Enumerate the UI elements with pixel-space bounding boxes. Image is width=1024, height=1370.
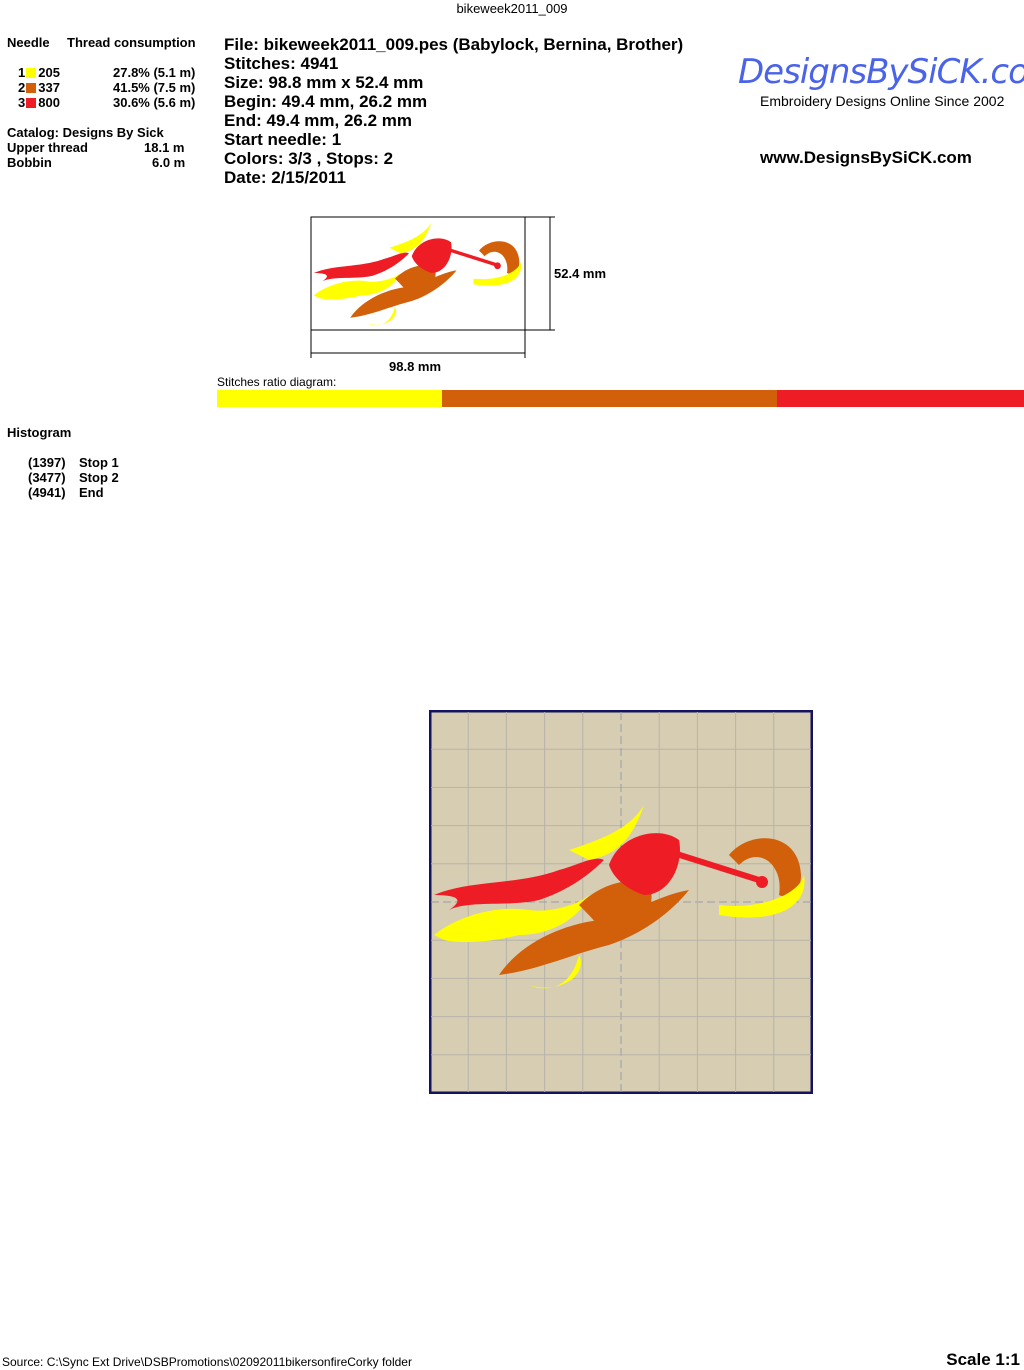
thumbnail-design [312, 220, 523, 327]
needle-row: 3 800 [18, 95, 60, 110]
website-url: www.DesignsBySiCK.com [760, 148, 972, 167]
thumbnail-frame [310, 216, 526, 331]
design-preview [429, 710, 813, 1094]
bobbin-label: Bobbin [7, 155, 52, 170]
stitches: Stitches: 4941 [224, 54, 339, 73]
design-info: File: bikeweek2011_009.pes (Babylock, Be… [224, 35, 683, 187]
thread-consumption: 41.5% (7.5 m) [113, 80, 196, 95]
thread-color-swatch [26, 68, 37, 78]
logo-tagline: Embroidery Designs Online Since 2002 [760, 93, 1005, 109]
needle-row: 2 337 [18, 80, 60, 95]
thread-color-swatch [26, 83, 37, 93]
thread-code: 205 [38, 65, 60, 80]
upper-thread-label: Upper thread [7, 140, 88, 155]
source-path: Source: C:\Sync Ext Drive\DSBPromotions\… [2, 1355, 412, 1369]
histogram-count: (3477) [28, 470, 66, 485]
needle-header: Needle [7, 35, 50, 50]
file-name: File: bikeweek2011_009.pes (Babylock, Be… [224, 35, 684, 54]
stitches-ratio-bar [217, 390, 1024, 407]
thread-code: 337 [38, 80, 60, 95]
histogram-label: Stop 1 [79, 455, 119, 470]
ratio-label: Stitches ratio diagram: [217, 375, 337, 389]
document-title: bikeweek2011_009 [456, 1, 568, 16]
thread-header: Thread consumption [67, 35, 196, 50]
ratio-segment [217, 390, 442, 407]
histogram-count: (1397) [28, 455, 66, 470]
start-needle: Start needle: 1 [224, 130, 342, 149]
logo: DesignsBySiCK.com [738, 52, 1024, 92]
ratio-segment [441, 390, 777, 407]
scale: Scale 1:1 [946, 1350, 1020, 1369]
thread-consumption: 30.6% (5.6 m) [113, 95, 196, 110]
needle-number: 1 [18, 65, 26, 80]
begin: Begin: 49.4 mm, 26.2 mm [224, 92, 428, 111]
catalog: Catalog: Designs By Sick [7, 125, 164, 140]
height-dimension: 52.4 mm [554, 266, 607, 281]
histogram-count: (4941) [28, 485, 66, 500]
colors-stops: Colors: 3/3 , Stops: 2 [224, 149, 394, 168]
histogram-label: End [79, 485, 104, 500]
date: Date: 2/15/2011 [224, 168, 346, 187]
design-thumbnail [310, 216, 555, 358]
thread-consumption: 27.8% (5.1 m) [113, 65, 196, 80]
upper-thread-value: 18.1 m [144, 140, 185, 155]
end: End: 49.4 mm, 26.2 mm [224, 111, 413, 130]
histogram-title: Histogram [7, 425, 72, 440]
needle-number: 2 [18, 80, 26, 95]
thread-color-swatch [26, 98, 37, 108]
bobbin-value: 6.0 m [152, 155, 186, 170]
histogram-label: Stop 2 [79, 470, 119, 485]
ratio-segment [776, 390, 1024, 407]
width-dimension: 98.8 mm [389, 359, 442, 374]
needle-number: 3 [18, 95, 26, 110]
size: Size: 98.8 mm x 52.4 mm [224, 73, 424, 92]
thread-code: 800 [38, 95, 60, 110]
needle-row: 1 205 [18, 65, 60, 80]
